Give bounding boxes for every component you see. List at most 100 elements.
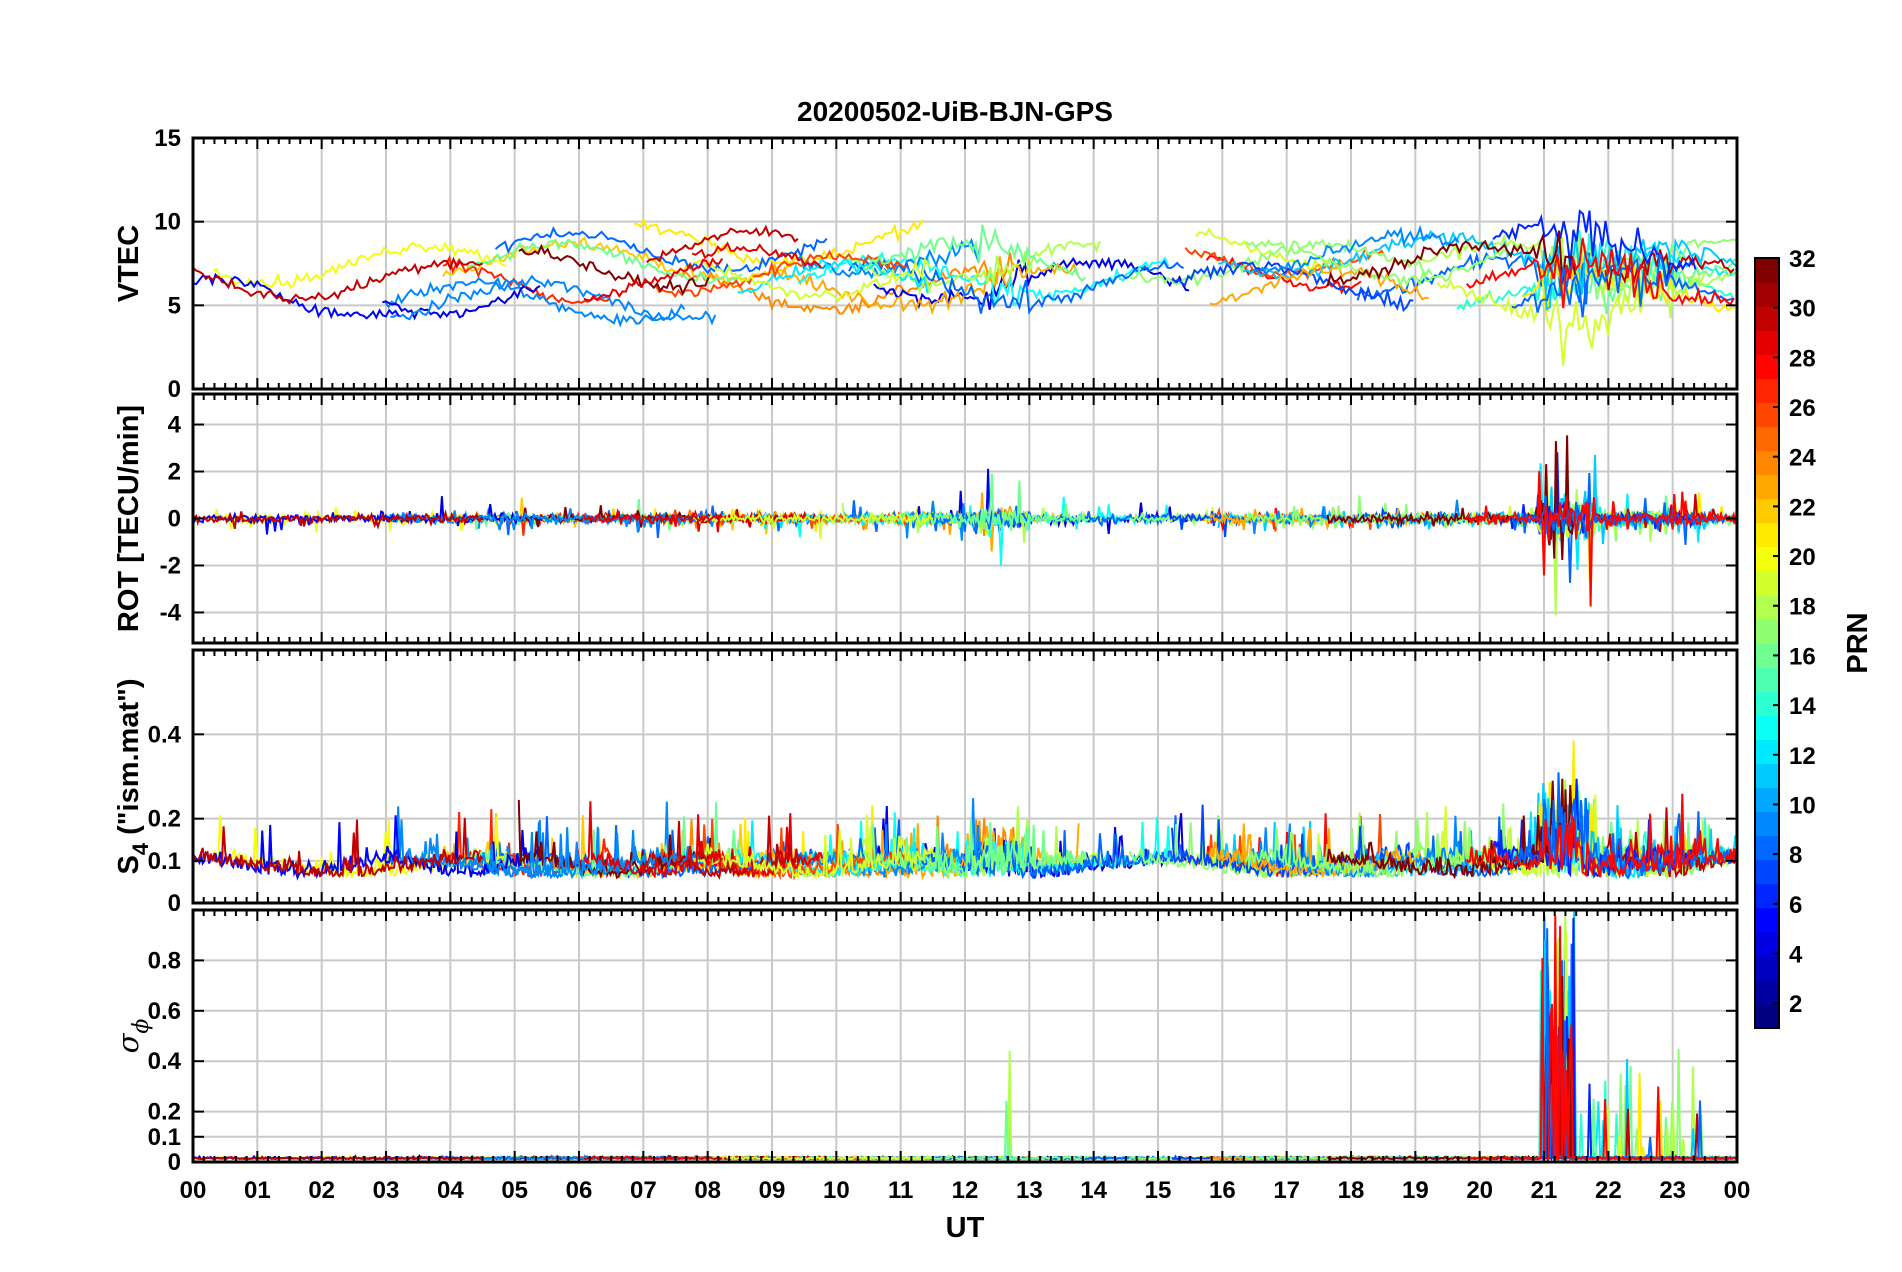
series-line-prn-29 [582, 508, 724, 527]
series-line-prn-29 [583, 801, 724, 879]
y-tick-label: 0.1 [148, 848, 181, 875]
x-tick-label: 03 [373, 1177, 400, 1204]
y-tick-labels: 00.10.2 0.4 0.6 0.8 [148, 947, 1737, 1176]
colorbar-tick-label: 30 [1789, 296, 1816, 323]
x-ticks [192, 910, 1738, 1162]
y-tick-label: 0.4 [148, 1048, 182, 1075]
series-line-prn-4 [381, 829, 543, 878]
x-tick-label: 00 [1724, 1177, 1751, 1204]
x-tick-label: 08 [694, 1177, 721, 1204]
y-tick-label: 0 [168, 376, 181, 403]
traces [193, 435, 1737, 616]
colorbar-band [1755, 739, 1779, 764]
series-line-prn-4 [382, 284, 541, 321]
traces [193, 911, 1737, 1162]
y-tick-label: 0 [168, 1149, 181, 1176]
colorbar-band [1755, 907, 1779, 933]
x-tick-label: 16 [1209, 1177, 1236, 1204]
series-line-prn-20 [212, 241, 507, 289]
series-line-prn-17 [1245, 238, 1511, 288]
x-tick-label: 02 [308, 1177, 335, 1204]
series-line-prn-8 [1511, 253, 1735, 318]
colorbar-band [1755, 306, 1779, 331]
series-line-prn-29 [691, 241, 822, 268]
series-line-prn-17 [1128, 238, 1433, 288]
x-tick-label: 15 [1145, 1177, 1172, 1204]
x-tick-label: 11 [888, 1177, 913, 1204]
colorbar-band [1755, 955, 1779, 981]
y-tick-label: 0 [168, 506, 181, 533]
colorbar-tick-label: 12 [1789, 743, 1816, 770]
series-line-prn-19 [692, 814, 934, 880]
series-line-prn-18 [841, 240, 1101, 296]
x-ticks [192, 138, 1738, 389]
colorbar-band [1755, 979, 1779, 1005]
colorbar-frame [1754, 257, 1780, 1029]
series-line-prn-19 [692, 510, 934, 539]
x-axis-label: UT [946, 1212, 985, 1244]
series-line-prn-9 [390, 274, 717, 326]
y-tick-labels: 0 5 10 15 [154, 125, 1737, 403]
series-line-prn-13 [797, 251, 1170, 309]
y-axis-label: σϕ [111, 1019, 154, 1054]
series-line-prn-9 [384, 276, 686, 328]
colorbar-band [1755, 570, 1779, 596]
colorbar-tick-label: 14 [1789, 693, 1816, 720]
series-line-prn-26 [655, 249, 907, 299]
colorbar-band [1755, 715, 1779, 740]
series-line-prn-17 [1245, 505, 1511, 529]
panel-1: 0 5 10 15 VTEC [113, 125, 1739, 403]
series-line-prn-28 [1466, 237, 1735, 309]
x-tick-label: 04 [437, 1177, 464, 1204]
series-line-prn-19 [693, 257, 933, 303]
y-tick-label: 2 [168, 459, 181, 486]
x-tick-label: 01 [244, 1177, 271, 1204]
y-tick-label: 5 [168, 292, 181, 319]
colorbar-tick-label: 4 [1789, 941, 1803, 968]
x-tick-label: 23 [1659, 1177, 1686, 1204]
traces [193, 209, 1737, 366]
colorbar-band [1755, 667, 1779, 692]
series-line-prn-30 [193, 509, 484, 530]
series-line-prn-23 [770, 256, 1078, 316]
series-line-prn-9 [1251, 815, 1460, 879]
x-tick-label: 21 [1531, 1177, 1558, 1204]
colorbar-tick-label: 22 [1789, 494, 1816, 521]
colorbar-band [1755, 594, 1779, 620]
colorbar-band [1755, 426, 1779, 452]
series-line-prn-28 [1465, 793, 1737, 879]
y-tick-label: 0.1 [148, 1124, 181, 1151]
series-line-prn-30 [193, 256, 483, 305]
colorbar-band [1755, 522, 1779, 548]
x-tick-labels: 00 01 02 03 04 05 06 07 08 09 10 11 12 13 14 15 16 17 18 19… [180, 1177, 1751, 1204]
series-line-prn-17 [1245, 803, 1511, 879]
x-tick-label: 07 [630, 1177, 657, 1204]
gridlines [193, 910, 1737, 1162]
series-line-prn-7 [1171, 260, 1414, 313]
y-axis-label-sub: 4 [128, 842, 153, 855]
y-tick-label: 0.6 [148, 998, 181, 1025]
x-tick-label: 18 [1338, 1177, 1365, 1204]
colorbar-band [1755, 691, 1779, 716]
x-tick-label: 17 [1273, 1177, 1300, 1204]
colorbar-band [1755, 763, 1779, 788]
x-tick-label: 00 [180, 1177, 207, 1204]
y-tick-labels: -4 -2 0 2 4 [160, 412, 1737, 626]
y-tick-label: 0.2 [148, 1099, 181, 1126]
series-line-prn-21 [634, 217, 925, 267]
y-tick-label: 4 [168, 412, 182, 439]
series-line-prn-12 [737, 257, 929, 294]
series-line-prn-23 [1209, 263, 1429, 306]
x-tick-label: 22 [1595, 1177, 1622, 1204]
x-tick-label: 10 [823, 1177, 850, 1204]
series-line-prn-30 [646, 815, 801, 880]
colorbar-tick-label: 10 [1789, 792, 1816, 819]
colorbar-band [1755, 354, 1779, 379]
x-tick-label: 14 [1080, 1177, 1107, 1204]
series-line-prn-16 [862, 819, 1087, 880]
x-tick-label: 20 [1466, 1177, 1493, 1204]
series-line-prn-24 [681, 252, 1015, 315]
series-line-prn-9 [389, 827, 718, 880]
